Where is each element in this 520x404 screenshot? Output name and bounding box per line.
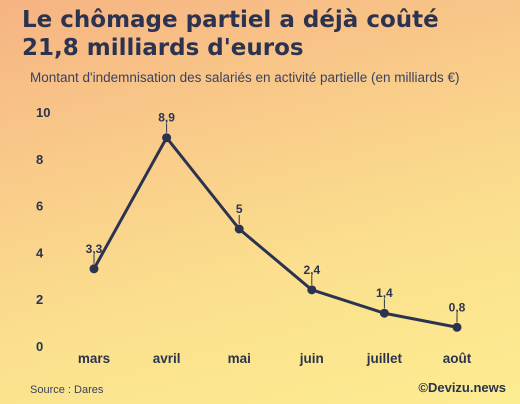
y-tick-label: 4 xyxy=(36,245,44,260)
y-tick-label: 0 xyxy=(36,339,43,354)
data-point xyxy=(89,264,99,274)
chart-title: Le chômage partiel a déjà coûté 21,8 mil… xyxy=(22,7,439,61)
credit-label: ©Devizu.news xyxy=(418,380,506,395)
data-label: 2,4 xyxy=(303,263,320,277)
x-tick-label: août xyxy=(443,351,472,366)
data-label: 8,9 xyxy=(158,111,175,125)
data-label: 1,4 xyxy=(376,286,393,300)
x-tick-label: mai xyxy=(228,351,251,366)
x-tick-label: mars xyxy=(78,351,110,366)
data-point xyxy=(162,133,172,143)
y-tick-label: 8 xyxy=(36,152,43,167)
y-tick-label: 2 xyxy=(36,292,43,307)
data-label: 0,8 xyxy=(449,300,466,314)
data-point xyxy=(307,285,317,295)
data-label: 3,3 xyxy=(86,242,103,256)
chart-subtitle: Montant d'indemnisation des salariés en … xyxy=(30,70,460,85)
y-tick-label: 6 xyxy=(36,199,43,214)
data-point xyxy=(379,308,389,318)
data-label: 5 xyxy=(236,202,243,216)
x-tick-label: juillet xyxy=(366,351,403,366)
data-point xyxy=(452,322,462,332)
y-tick-label: 10 xyxy=(36,105,50,120)
source-note: Source : Dares xyxy=(30,384,104,396)
series-line xyxy=(92,136,459,329)
x-tick-label: juin xyxy=(299,351,324,366)
x-tick-label: avril xyxy=(153,351,181,366)
data-point xyxy=(234,224,244,234)
